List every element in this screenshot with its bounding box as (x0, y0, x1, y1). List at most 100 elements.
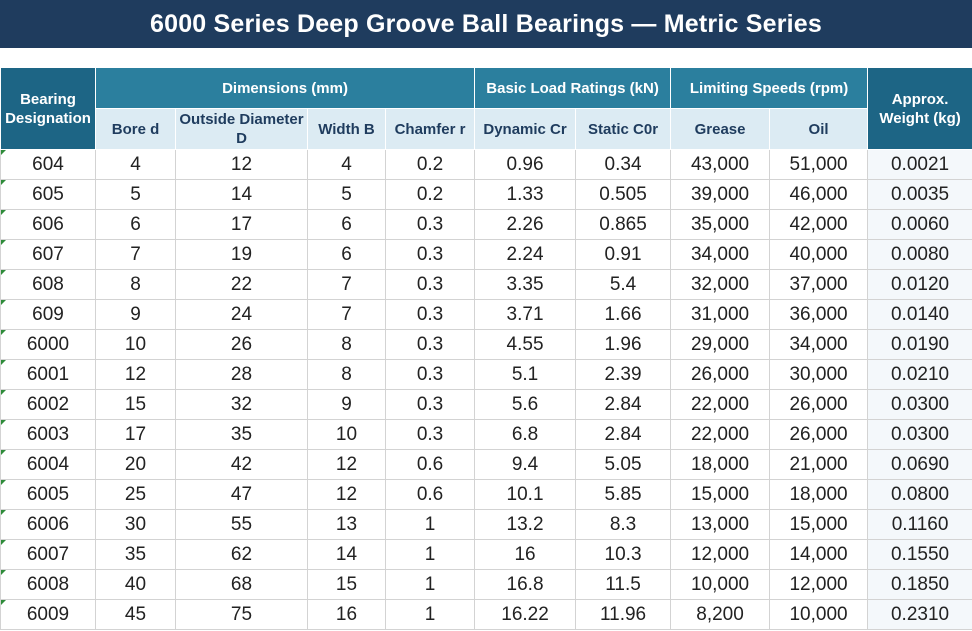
header-dynamic: Dynamic Cr (474, 108, 577, 150)
chamfer-cell: 0.3 (384, 389, 476, 420)
grease-speed-cell: 15,000 (670, 479, 771, 510)
table-row: 607 7 19 6 0.3 2.24 0.91 34,000 40,000 0.0080 (0, 239, 972, 270)
width-cell: 9 (307, 389, 386, 420)
designation-cell: 6005 (0, 479, 96, 510)
header-row-top: Bearing Designation Dimensions (mm) Basi… (0, 67, 972, 150)
oil-speed-cell: 46,000 (769, 179, 869, 210)
table-row: 608 8 22 7 0.3 3.35 5.4 32,000 37,000 0.0120 (0, 269, 972, 300)
dynamic-rating-cell: 1.33 (474, 179, 577, 210)
bore-cell: 7 (95, 239, 176, 270)
table-body: 604 4 12 4 0.2 0.96 0.34 43,000 51,000 0.0021 605 5… (0, 149, 972, 630)
chamfer-cell: 0.3 (384, 419, 476, 450)
dynamic-rating-cell: 5.6 (474, 389, 577, 420)
outside-diameter-cell: 32 (175, 389, 308, 420)
table-row: 6002 15 32 9 0.3 5.6 2.84 22,000 26,000 0.0300 (0, 389, 972, 420)
static-rating-cell: 11.96 (575, 599, 672, 630)
weight-cell: 0.0140 (867, 299, 972, 330)
designation-cell: 6008 (0, 569, 96, 600)
oil-speed-cell: 14,000 (769, 539, 869, 570)
oil-speed-cell: 10,000 (769, 599, 869, 630)
header-limiting-speeds: Limiting Speeds (rpm) (670, 67, 869, 109)
bore-cell: 17 (95, 419, 176, 450)
static-rating-cell: 5.85 (575, 479, 672, 510)
weight-cell: 0.2310 (867, 599, 972, 630)
weight-cell: 0.0800 (867, 479, 972, 510)
outside-diameter-cell: 26 (175, 329, 308, 360)
weight-cell: 0.0120 (867, 269, 972, 300)
chamfer-cell: 0.2 (384, 149, 476, 180)
table-row: 6003 17 35 10 0.3 6.8 2.84 22,000 26,000 0.0300 (0, 419, 972, 450)
outside-diameter-cell: 12 (175, 149, 308, 180)
outside-diameter-cell: 75 (175, 599, 308, 630)
table-row: 6009 45 75 16 1 16.22 11.96 8,200 10,000 0.2310 (0, 599, 972, 630)
bore-cell: 5 (95, 179, 176, 210)
oil-speed-cell: 37,000 (769, 269, 869, 300)
weight-cell: 0.1850 (867, 569, 972, 600)
dynamic-rating-cell: 4.55 (474, 329, 577, 360)
oil-speed-cell: 15,000 (769, 509, 869, 540)
weight-cell: 0.0021 (867, 149, 972, 180)
oil-speed-cell: 34,000 (769, 329, 869, 360)
width-cell: 14 (307, 539, 386, 570)
weight-cell: 0.0080 (867, 239, 972, 270)
chamfer-cell: 0.3 (384, 239, 476, 270)
bore-cell: 25 (95, 479, 176, 510)
bore-cell: 4 (95, 149, 176, 180)
width-cell: 4 (307, 149, 386, 180)
weight-cell: 0.0210 (867, 359, 972, 390)
header-grease: Grease (670, 108, 771, 150)
oil-speed-cell: 36,000 (769, 299, 869, 330)
width-cell: 10 (307, 419, 386, 450)
weight-cell: 0.0300 (867, 389, 972, 420)
bore-cell: 40 (95, 569, 176, 600)
grease-speed-cell: 34,000 (670, 239, 771, 270)
static-rating-cell: 11.5 (575, 569, 672, 600)
table-row: 6008 40 68 15 1 16.8 11.5 10,000 12,000 0.1850 (0, 569, 972, 600)
table-row: 6004 20 42 12 0.6 9.4 5.05 18,000 21,000 0.0690 (0, 449, 972, 480)
grease-speed-cell: 43,000 (670, 149, 771, 180)
dynamic-rating-cell: 10.1 (474, 479, 577, 510)
designation-cell: 6000 (0, 329, 96, 360)
bearing-table: Bearing Designation Dimensions (mm) Basi… (0, 67, 972, 630)
chamfer-cell: 0.3 (384, 209, 476, 240)
width-cell: 5 (307, 179, 386, 210)
bore-cell: 12 (95, 359, 176, 390)
chamfer-cell: 0.3 (384, 299, 476, 330)
outside-diameter-cell: 14 (175, 179, 308, 210)
header-outside-diameter: Outside Diameter D (175, 108, 308, 150)
bore-cell: 6 (95, 209, 176, 240)
designation-cell: 6007 (0, 539, 96, 570)
chamfer-cell: 0.3 (384, 359, 476, 390)
grease-speed-cell: 22,000 (670, 419, 771, 450)
static-rating-cell: 0.865 (575, 209, 672, 240)
table-row: 6000 10 26 8 0.3 4.55 1.96 29,000 34,000 0.0190 (0, 329, 972, 360)
grease-speed-cell: 13,000 (670, 509, 771, 540)
dynamic-rating-cell: 0.96 (474, 149, 577, 180)
oil-speed-cell: 51,000 (769, 149, 869, 180)
bore-cell: 9 (95, 299, 176, 330)
bore-cell: 35 (95, 539, 176, 570)
designation-cell: 6004 (0, 449, 96, 480)
table-row: 605 5 14 5 0.2 1.33 0.505 39,000 46,000 0.0035 (0, 179, 972, 210)
outside-diameter-cell: 22 (175, 269, 308, 300)
chamfer-cell: 1 (384, 539, 476, 570)
weight-cell: 0.0300 (867, 419, 972, 450)
chamfer-cell: 0.6 (384, 449, 476, 480)
outside-diameter-cell: 28 (175, 359, 308, 390)
dynamic-rating-cell: 3.71 (474, 299, 577, 330)
static-rating-cell: 0.505 (575, 179, 672, 210)
oil-speed-cell: 40,000 (769, 239, 869, 270)
static-rating-cell: 0.34 (575, 149, 672, 180)
static-rating-cell: 2.39 (575, 359, 672, 390)
grease-speed-cell: 22,000 (670, 389, 771, 420)
chamfer-cell: 1 (384, 599, 476, 630)
static-rating-cell: 2.84 (575, 419, 672, 450)
width-cell: 7 (307, 269, 386, 300)
static-rating-cell: 0.91 (575, 239, 672, 270)
dynamic-rating-cell: 16.8 (474, 569, 577, 600)
width-cell: 16 (307, 599, 386, 630)
designation-cell: 6003 (0, 419, 96, 450)
outside-diameter-cell: 62 (175, 539, 308, 570)
designation-cell: 605 (0, 179, 96, 210)
header-chamfer: Chamfer r (384, 108, 476, 150)
